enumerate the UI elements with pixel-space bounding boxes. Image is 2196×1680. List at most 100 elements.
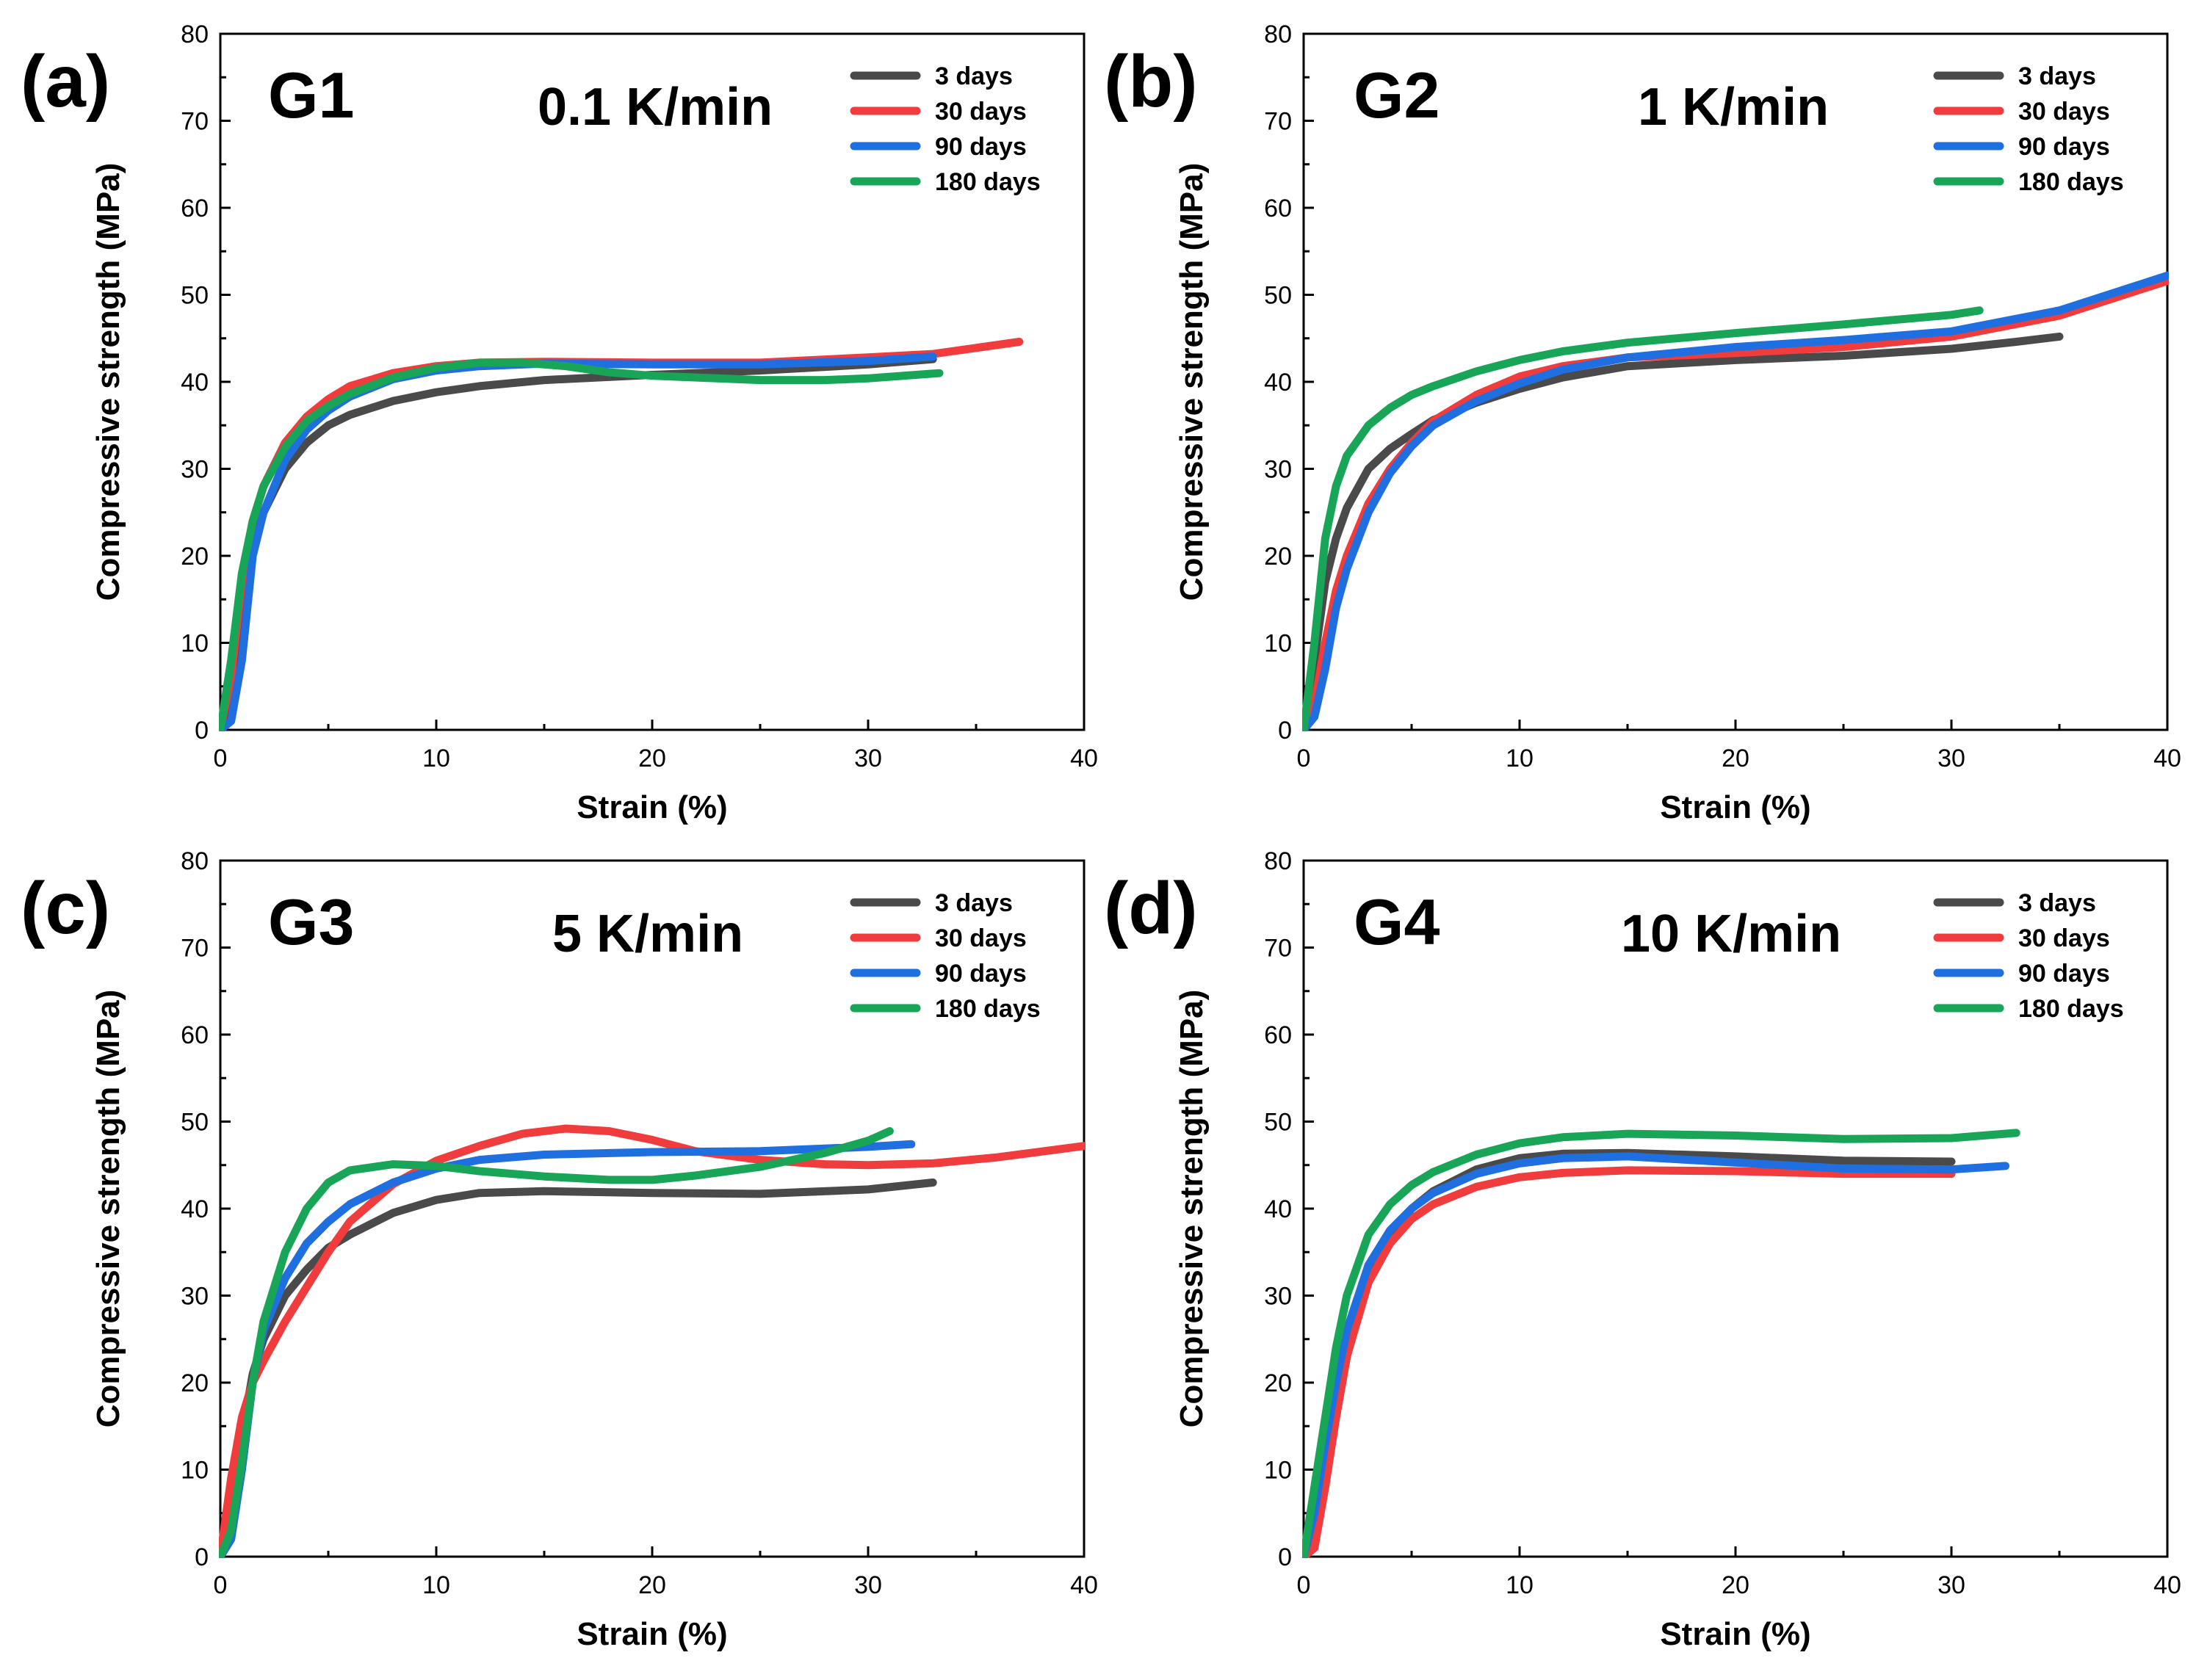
x-tick-label: 0: [1297, 1571, 1311, 1599]
y-axis-title: Compressive strength (MPa): [90, 990, 126, 1428]
legend-label: 180 days: [935, 168, 1041, 196]
y-tick-label: 60: [181, 1021, 209, 1049]
legend-label: 3 days: [2018, 889, 2096, 917]
x-tick-label: 10: [1506, 1571, 1534, 1599]
x-axis-title: Strain (%): [1660, 789, 1810, 825]
legend: 3 days 30 days 90 days 180 days: [850, 62, 1041, 196]
y-tick-label: 80: [181, 847, 209, 875]
x-tick-label: 20: [638, 745, 666, 772]
y-tick-label: 30: [181, 1283, 209, 1311]
series-line-90-days: [1302, 1152, 2009, 1558]
legend-label: 180 days: [2018, 168, 2124, 196]
y-axis-title: Compressive strength (MPa): [1174, 990, 1210, 1428]
series-line-180-days: [1302, 306, 1984, 731]
y-tick-label: 40: [181, 369, 209, 397]
group-label: G2: [1354, 59, 1440, 131]
y-tick-label: 10: [181, 630, 209, 658]
y-tick-label: 40: [1264, 369, 1292, 397]
y-tick-label: 30: [181, 456, 209, 484]
x-axis-title: Strain (%): [577, 789, 727, 825]
series-line-3-days: [1302, 1148, 1956, 1558]
legend: 3 days 30 days 90 days 180 days: [1933, 889, 2124, 1023]
x-tick-label: 10: [1506, 745, 1534, 772]
panel-label: (c): [21, 867, 110, 949]
y-tick-label: 50: [181, 282, 209, 310]
panel-label: (b): [1104, 40, 1198, 123]
legend-label: 3 days: [935, 62, 1013, 90]
chart-panel-1: 0 10 20 30 40 0 10 20 30 40 50 60 70 80 Strain (%) Comp…: [21, 21, 1098, 825]
y-tick-label: 10: [181, 1457, 209, 1485]
y-tick-label: 80: [181, 21, 209, 48]
panel-label: (a): [21, 40, 110, 123]
x-tick-label: 0: [214, 745, 228, 772]
legend-label: 90 days: [935, 960, 1027, 988]
y-tick-label: 50: [1264, 1109, 1292, 1137]
x-tick-label: 30: [854, 745, 882, 772]
y-tick-label: 20: [1264, 543, 1292, 571]
legend-label: 30 days: [935, 924, 1027, 952]
x-tick-label: 30: [854, 1571, 882, 1599]
y-axis-title: Compressive strength (MPa): [90, 163, 126, 601]
x-tick-label: 10: [422, 745, 450, 772]
series-line-3-days: [219, 1178, 937, 1558]
y-tick-label: 0: [195, 1543, 209, 1571]
series-line-30-days: [1302, 277, 2169, 731]
series-line-90-days: [1302, 271, 2169, 731]
x-tick-label: 0: [214, 1571, 228, 1599]
x-tick-label: 40: [2153, 1571, 2181, 1599]
legend-label: 30 days: [935, 98, 1027, 126]
x-tick-label: 20: [638, 1571, 666, 1599]
series-line-180-days: [1302, 1129, 2020, 1558]
x-tick-label: 40: [1070, 745, 1098, 772]
y-tick-label: 70: [1264, 108, 1292, 136]
x-tick-label: 20: [1722, 745, 1749, 772]
chart-panel-3: 0 10 20 30 40 0 10 20 30 40 50 60 70 80 Strain (%) Comp…: [21, 847, 1098, 1652]
y-tick-label: 50: [181, 1109, 209, 1137]
y-tick-label: 0: [1278, 1543, 1292, 1571]
x-tick-label: 10: [422, 1571, 450, 1599]
series-line-90-days: [219, 352, 937, 731]
x-tick-label: 30: [1937, 745, 1965, 772]
legend-label: 3 days: [935, 889, 1013, 917]
x-tick-label: 30: [1937, 1571, 1965, 1599]
y-tick-label: 20: [181, 543, 209, 571]
y-tick-label: 70: [181, 108, 209, 136]
x-axis-title: Strain (%): [1660, 1616, 1810, 1652]
heating-rate-label: 10 K/min: [1621, 905, 1841, 963]
y-tick-label: 10: [1264, 1457, 1292, 1485]
series-line-180-days: [219, 1127, 894, 1558]
y-tick-label: 0: [195, 717, 209, 745]
y-axis-title: Compressive strength (MPa): [1174, 163, 1210, 601]
x-tick-label: 20: [1722, 1571, 1749, 1599]
heating-rate-label: 1 K/min: [1638, 78, 1829, 137]
series-line-30-days: [1302, 1166, 1956, 1558]
x-axis-title: Strain (%): [577, 1616, 727, 1652]
y-tick-label: 0: [1278, 717, 1292, 745]
chart-panel-2: 0 10 20 30 40 0 10 20 30 40 50 60 70 80 Strain (%) Comp…: [1104, 21, 2181, 825]
y-tick-label: 50: [1264, 282, 1292, 310]
series-line-180-days: [219, 358, 944, 731]
group-label: G4: [1354, 886, 1440, 958]
legend-label: 30 days: [2018, 924, 2110, 952]
heating-rate-label: 5 K/min: [552, 905, 743, 963]
y-tick-label: 60: [181, 195, 209, 222]
series-line-90-days: [219, 1140, 916, 1558]
y-tick-label: 70: [181, 935, 209, 963]
legend: 3 days 30 days 90 days 180 days: [1933, 62, 2124, 196]
chart-panel-4: 0 10 20 30 40 0 10 20 30 40 50 60 70 80 Strain (%) Comp…: [1104, 847, 2181, 1652]
legend-label: 90 days: [935, 133, 1027, 161]
legend-label: 90 days: [2018, 133, 2110, 161]
legend-label: 90 days: [2018, 960, 2110, 988]
legend: 3 days 30 days 90 days 180 days: [850, 889, 1041, 1023]
legend-label: 180 days: [2018, 995, 2124, 1023]
x-tick-label: 40: [2153, 745, 2181, 772]
y-tick-label: 80: [1264, 847, 1292, 875]
x-tick-label: 0: [1297, 745, 1311, 772]
group-label: G3: [268, 886, 354, 958]
legend-label: 3 days: [2018, 62, 2096, 90]
y-tick-label: 40: [181, 1195, 209, 1223]
y-tick-label: 40: [1264, 1195, 1292, 1223]
group-label: G1: [268, 59, 354, 131]
y-tick-label: 70: [1264, 935, 1292, 963]
